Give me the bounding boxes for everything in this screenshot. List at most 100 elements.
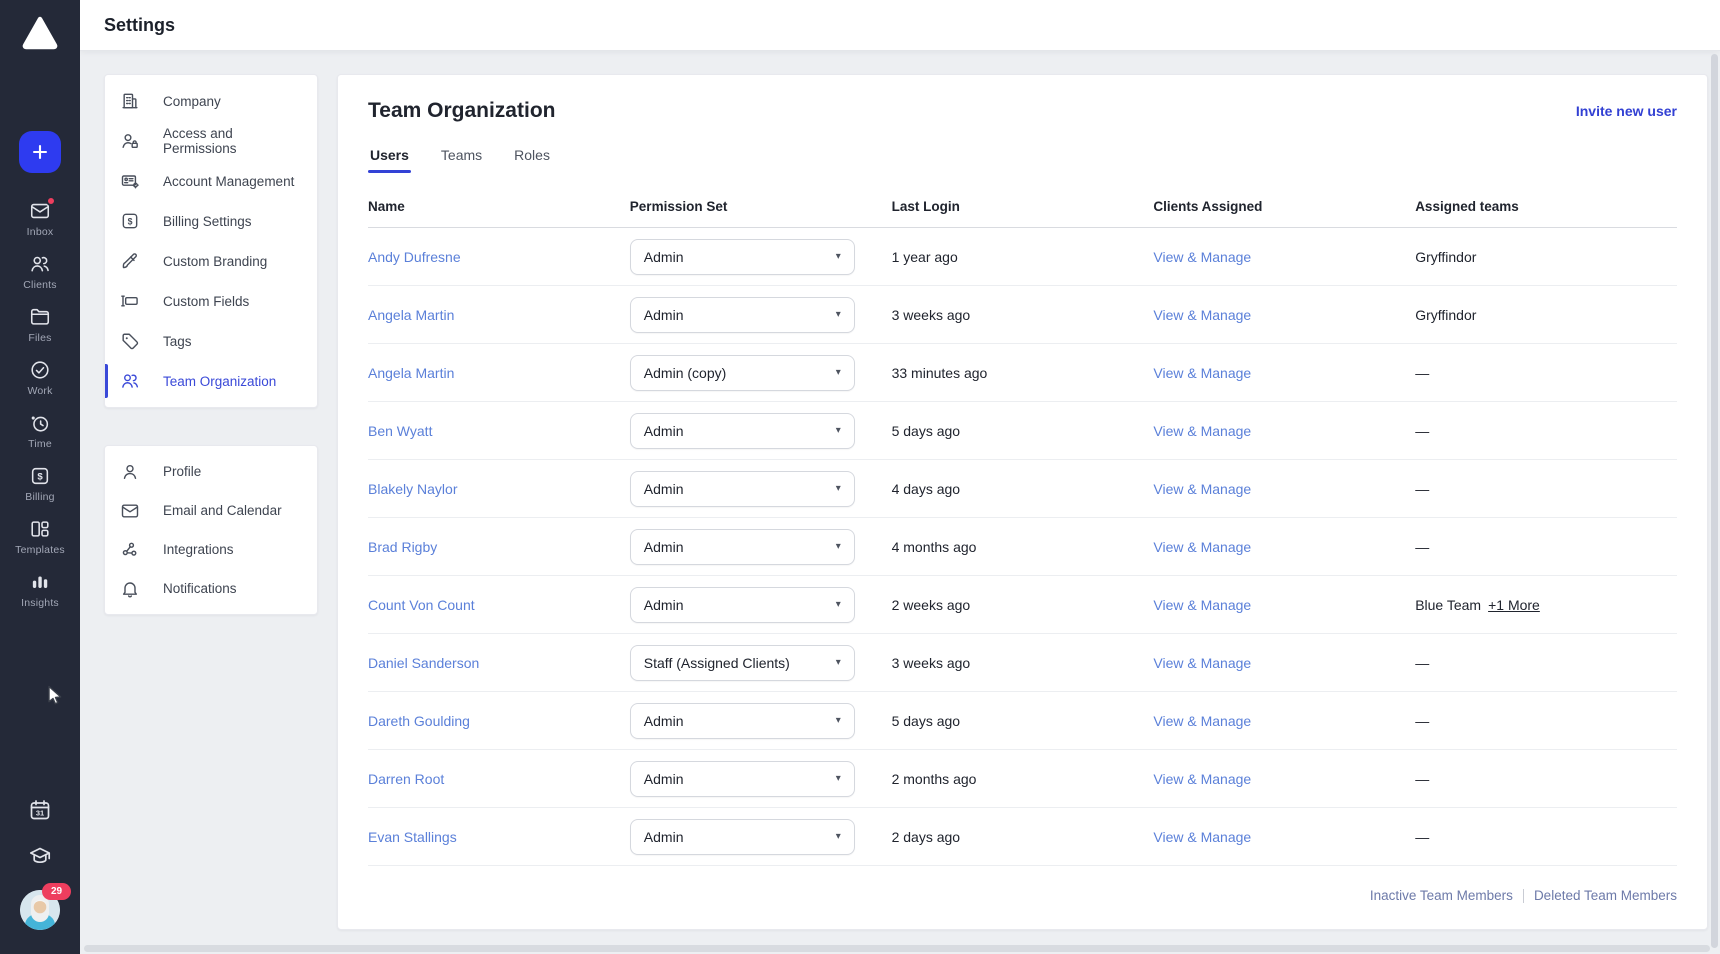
settings-nav-item-profile[interactable]: Profile: [105, 452, 317, 491]
tab-users[interactable]: Users: [368, 147, 411, 173]
view-manage-link[interactable]: View & Manage: [1153, 654, 1252, 671]
permission-set-dropdown[interactable]: Admin ▾: [629, 528, 855, 565]
permission-set-dropdown[interactable]: Admin ▾: [629, 818, 855, 855]
settings-nav-item-notifications[interactable]: Notifications: [105, 569, 317, 608]
table-row: Blakely Naylor Admin ▾ 4 days ago View & Man…: [368, 460, 1677, 518]
permission-set-dropdown[interactable]: Admin ▾: [629, 238, 855, 275]
files-icon: [29, 306, 51, 328]
more-teams-link[interactable]: +1 More: [1488, 596, 1540, 613]
permission-set-dropdown[interactable]: Staff (Assigned Clients) ▾: [629, 644, 855, 681]
assigned-teams-cell: Gryffindor: [1415, 307, 1677, 323]
settings-nav-item-billing-settings[interactable]: $ Billing Settings: [105, 201, 317, 241]
settings-nav-item-company[interactable]: Company: [105, 81, 317, 121]
fields-icon: [120, 291, 140, 311]
settings-nav-item-tags[interactable]: Tags: [105, 321, 317, 361]
clients-assigned-cell: View & Manage: [1153, 365, 1415, 381]
assigned-teams-cell: —: [1415, 539, 1677, 555]
permission-set-value: Admin: [643, 306, 684, 323]
view-manage-link[interactable]: View & Manage: [1153, 538, 1252, 555]
table-row: Count Von Count Admin ▾ 2 weeks ago View & M…: [368, 576, 1677, 634]
permission-set-dropdown[interactable]: Admin ▾: [629, 296, 855, 333]
invite-new-user-button[interactable]: Invite new user: [1575, 103, 1677, 119]
permission-set-dropdown[interactable]: Admin ▾: [629, 586, 855, 623]
view-manage-link[interactable]: View & Manage: [1153, 422, 1252, 439]
view-manage-link[interactable]: View & Manage: [1153, 364, 1252, 381]
user-name-link[interactable]: Angela Martin: [368, 364, 455, 381]
rail-item-clients[interactable]: Clients: [0, 253, 80, 291]
name-cell: Darren Root: [368, 771, 630, 787]
view-manage-link[interactable]: View & Manage: [1153, 770, 1252, 787]
settings-nav-item-custom-fields[interactable]: Custom Fields: [105, 281, 317, 321]
templates-icon: [29, 518, 51, 540]
create-new-button[interactable]: [19, 131, 61, 173]
calendar-icon[interactable]: 31: [28, 798, 52, 822]
permission-set-dropdown[interactable]: Admin ▾: [629, 760, 855, 797]
deleted-team-members-link[interactable]: Deleted Team Members: [1533, 888, 1677, 903]
permission-set-dropdown[interactable]: Admin ▾: [629, 412, 855, 449]
app-logo[interactable]: [19, 12, 61, 54]
user-name-link[interactable]: Darren Root: [368, 770, 445, 787]
rail-item-work[interactable]: Work: [0, 359, 80, 397]
settings-nav-item-email-calendar[interactable]: Email and Calendar: [105, 491, 317, 530]
settings-nav-item-access-permissions[interactable]: Access and Permissions: [105, 121, 317, 161]
rail-item-insights[interactable]: Insights: [0, 571, 80, 609]
user-name-link[interactable]: Angela Martin: [368, 306, 455, 323]
table-footer-links: Inactive Team Members Deleted Team Membe…: [368, 888, 1677, 903]
name-cell: Daniel Sanderson: [368, 655, 630, 671]
tab-teams[interactable]: Teams: [440, 147, 483, 163]
user-name-link[interactable]: Dareth Goulding: [368, 712, 470, 729]
settings-nav-group-1: Company Access and Permissions Account Man…: [104, 74, 318, 408]
user-name-link[interactable]: Daniel Sanderson: [368, 654, 480, 671]
permission-set-value: Admin: [643, 480, 684, 497]
topbar: Settings: [80, 0, 1720, 50]
chevron-down-icon: ▾: [835, 540, 841, 552]
column-header: Name: [368, 199, 405, 214]
settings-nav-item-label: Custom Fields: [163, 293, 250, 309]
user-name-link[interactable]: Brad Rigby: [368, 538, 438, 555]
rail-item-label: Clients: [23, 279, 57, 291]
user-name-link[interactable]: Andy Dufresne: [368, 248, 461, 265]
rail-item-label: Billing: [25, 491, 55, 503]
permission-set-dropdown[interactable]: Admin ▾: [629, 702, 855, 739]
rail-bottom: 31 29: [0, 798, 80, 930]
company-icon: [120, 91, 140, 111]
view-manage-link[interactable]: View & Manage: [1153, 828, 1252, 845]
view-manage-link[interactable]: View & Manage: [1153, 306, 1252, 323]
settings-nav-item-account-management[interactable]: Account Management: [105, 161, 317, 201]
rail-item-billing[interactable]: $ Billing: [0, 465, 80, 503]
user-name-link[interactable]: Count Von Count: [368, 596, 475, 613]
panel-title: Team Organization: [368, 99, 556, 122]
user-name-link[interactable]: Blakely Naylor: [368, 480, 458, 497]
tab-roles[interactable]: Roles: [514, 147, 550, 163]
settings-nav-item-custom-branding[interactable]: Custom Branding: [105, 241, 317, 281]
view-manage-link[interactable]: View & Manage: [1153, 480, 1252, 497]
view-manage-link[interactable]: View & Manage: [1153, 712, 1252, 729]
rail-item-label: Insights: [21, 597, 59, 609]
last-login-value: 5 days ago: [891, 422, 961, 439]
settings-nav-item-integrations[interactable]: Integrations: [105, 530, 317, 569]
rail-item-time[interactable]: Time: [0, 412, 80, 450]
rail-item-templates[interactable]: Templates: [0, 518, 80, 556]
rail-item-files[interactable]: Files: [0, 306, 80, 344]
column-header: Clients Assigned: [1153, 199, 1263, 214]
settings-nav-item-label: Custom Branding: [163, 253, 268, 269]
education-icon[interactable]: [28, 844, 52, 868]
settings-nav-item-label: Notifications: [163, 581, 237, 596]
view-manage-link[interactable]: View & Manage: [1153, 596, 1252, 613]
horizontal-scrollbar[interactable]: [84, 945, 1710, 952]
vertical-scrollbar[interactable]: [1711, 54, 1718, 948]
permission-set-dropdown[interactable]: Admin ▾: [629, 470, 855, 507]
settings-nav-item-team-organization[interactable]: Team Organization: [105, 361, 317, 401]
name-cell: Count Von Count: [368, 597, 630, 613]
inactive-team-members-link[interactable]: Inactive Team Members: [1369, 888, 1513, 903]
permission-set-dropdown[interactable]: Admin (copy) ▾: [629, 354, 855, 391]
view-manage-link[interactable]: View & Manage: [1153, 248, 1252, 265]
user-name-link[interactable]: Ben Wyatt: [368, 422, 433, 439]
tab-bar: Users Teams Roles: [368, 147, 1677, 173]
clients-assigned-cell: View & Manage: [1153, 249, 1415, 265]
user-avatar[interactable]: 29: [20, 883, 71, 930]
rail-item-inbox[interactable]: Inbox: [0, 196, 80, 238]
assigned-teams-value: —: [1415, 712, 1430, 729]
user-name-link[interactable]: Evan Stallings: [368, 828, 457, 845]
